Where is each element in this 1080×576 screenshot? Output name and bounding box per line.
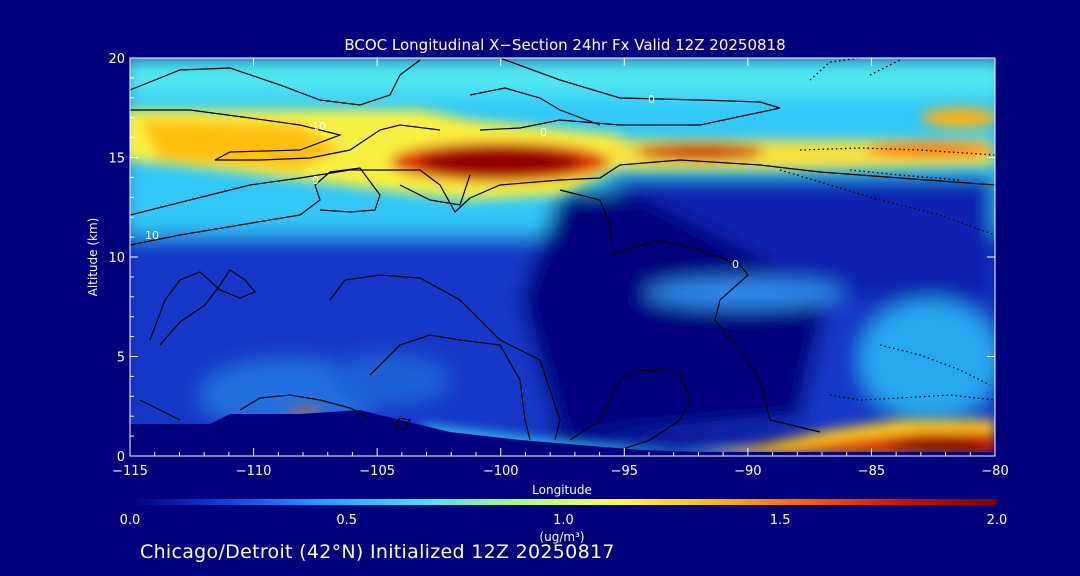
colorbar-tick-label: 2.0 <box>987 513 1008 528</box>
y-tick-label: 20 <box>108 52 125 67</box>
y-tick-label: 0 <box>117 450 125 465</box>
x-tick-label: −85 <box>858 464 885 479</box>
y-tick-label: 15 <box>108 152 125 167</box>
y-tick-label: 10 <box>108 251 125 266</box>
colorbar-tick-label: 0.5 <box>336 513 357 528</box>
y-axis-label: Altitude (km) <box>86 218 100 297</box>
dotted-contours <box>779 58 995 401</box>
contour-label: 0 <box>312 174 319 187</box>
contour-label-group: 0 0 0 10 10 0 <box>145 93 739 271</box>
contour-label: 0 <box>540 126 547 139</box>
contour-lines <box>130 58 995 451</box>
colorbar-tick-label: 1.5 <box>770 513 791 528</box>
colorbar-tick-label: 1.0 <box>553 513 574 528</box>
x-tick-label: −90 <box>734 464 761 479</box>
colorbar-ticks: 0.0 0.5 1.0 1.5 2.0 <box>120 513 1008 528</box>
x-tick-label: −105 <box>359 464 395 479</box>
chart-title: BCOC Longitudinal X−Section 24hr Fx Vali… <box>344 36 785 54</box>
contour-label: 0 <box>648 93 655 106</box>
terrain <box>130 410 995 456</box>
contour-label: 0 <box>732 258 739 271</box>
y-tick-label: 5 <box>117 351 125 366</box>
x-axis-label: Longitude <box>532 483 592 497</box>
x-tick-label: −95 <box>611 464 638 479</box>
colorbar-units: (ug/m³) <box>539 530 584 544</box>
footer-caption: Chicago/Detroit (42°N) Initialized 12Z 2… <box>140 541 615 563</box>
x-tick-label: −100 <box>483 464 519 479</box>
x-tick-label: −115 <box>112 464 148 479</box>
colorbar-tick-label: 0.0 <box>120 513 141 528</box>
y-axis: 0 5 10 15 20 <box>108 52 995 465</box>
x-tick-label: −80 <box>981 464 1008 479</box>
x-tick-label: −110 <box>236 464 272 479</box>
contour-label: 10 <box>145 229 159 242</box>
heatmap-field: 0 0 0 10 10 0 <box>130 58 995 456</box>
colorbar <box>130 499 997 505</box>
contour-label: 10 <box>312 120 326 133</box>
x-axis: −115 −110 −105 −100 −95 −90 −85 −80 <box>112 58 1009 479</box>
